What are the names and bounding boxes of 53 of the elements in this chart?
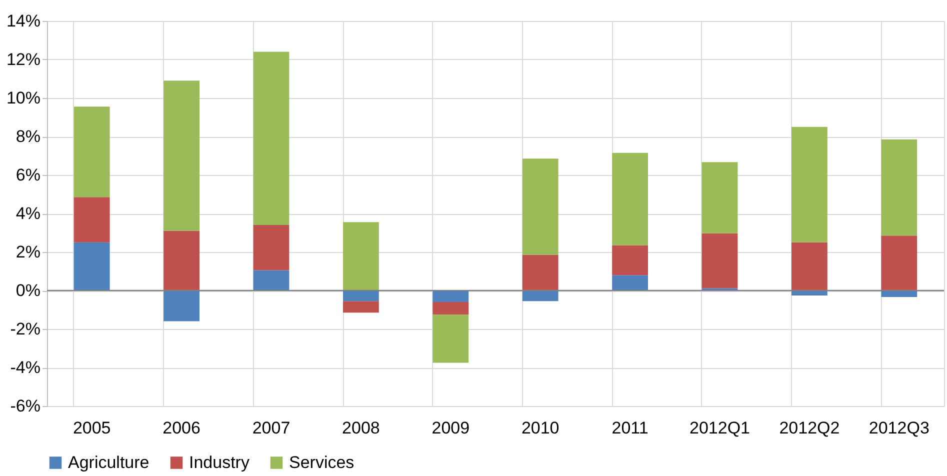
x-tick-label: 2012Q3 [868, 418, 930, 438]
y-tick-label: 4% [16, 204, 40, 223]
y-tick-label: -4% [10, 358, 40, 377]
x-tick-label: 2007 [252, 418, 290, 438]
x-tick-label: 2012Q2 [779, 418, 840, 438]
y-tick-label: 0% [16, 281, 40, 300]
y-tick-label: 14% [6, 12, 40, 30]
bar [432, 314, 469, 363]
y-tick-label: 6% [16, 166, 40, 184]
legend-label: Industry [189, 452, 250, 472]
bar [792, 290, 828, 296]
bar [612, 275, 648, 290]
x-tick-label: 2012Q1 [690, 418, 750, 438]
bar [164, 290, 200, 322]
x-tick-label: 2009 [432, 418, 470, 438]
bar [74, 106, 110, 198]
x-tick-label: 2010 [521, 418, 560, 438]
x-tick-label: 2011 [612, 418, 648, 438]
y-tick-label: 10% [6, 88, 40, 108]
bar [253, 270, 290, 290]
bar [253, 225, 290, 270]
y-tick-label: -6% [10, 396, 40, 416]
bar [612, 245, 648, 276]
bar [792, 126, 828, 242]
bar [702, 233, 738, 288]
y-tick-label: -2% [10, 320, 40, 338]
bar [612, 152, 648, 246]
y-tick-label: 8% [16, 127, 40, 146]
bar [74, 197, 110, 242]
bar [343, 222, 379, 290]
x-tick-label: 2008 [342, 418, 380, 438]
bar [343, 301, 379, 313]
bar [881, 290, 918, 298]
bar [522, 290, 558, 302]
bar [432, 302, 469, 315]
y-tick-label: 2% [16, 242, 40, 262]
bar [881, 139, 918, 236]
x-tick-label: 2005 [72, 418, 111, 438]
bar [792, 242, 828, 290]
bar [432, 290, 469, 302]
x-tick-label: 2006 [162, 418, 200, 438]
bar [522, 254, 558, 290]
y-tick-label: 12% [6, 50, 40, 69]
legend-label: Agriculture [68, 452, 150, 472]
bar [164, 230, 200, 290]
bar [522, 158, 558, 255]
bar [164, 80, 200, 231]
bar [74, 242, 110, 290]
bar [343, 290, 379, 302]
bar [881, 236, 918, 290]
bar [702, 162, 738, 234]
bar [253, 52, 290, 226]
legend-label: Services [289, 452, 354, 472]
